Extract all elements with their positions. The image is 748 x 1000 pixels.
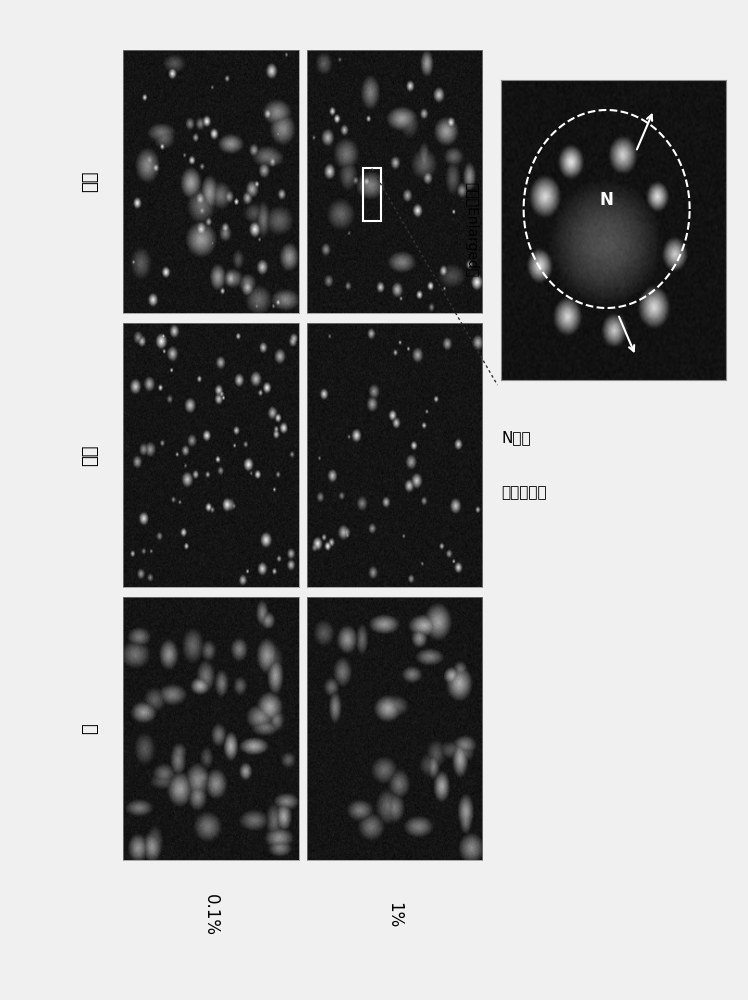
Text: 0.1%: 0.1% — [202, 894, 221, 936]
Text: 核: 核 — [81, 723, 99, 734]
Text: 脂滴: 脂滴 — [81, 444, 99, 466]
Text: 融合: 融合 — [81, 171, 99, 192]
Text: 放大（Enlarged）: 放大（Enlarged） — [465, 182, 478, 278]
Text: N: N — [600, 191, 613, 209]
Text: 笭头：脂滴: 笭头：脂滴 — [501, 485, 547, 500]
Text: 1%: 1% — [385, 902, 404, 928]
Bar — [363, 168, 381, 221]
Text: N：核: N：核 — [501, 430, 531, 445]
